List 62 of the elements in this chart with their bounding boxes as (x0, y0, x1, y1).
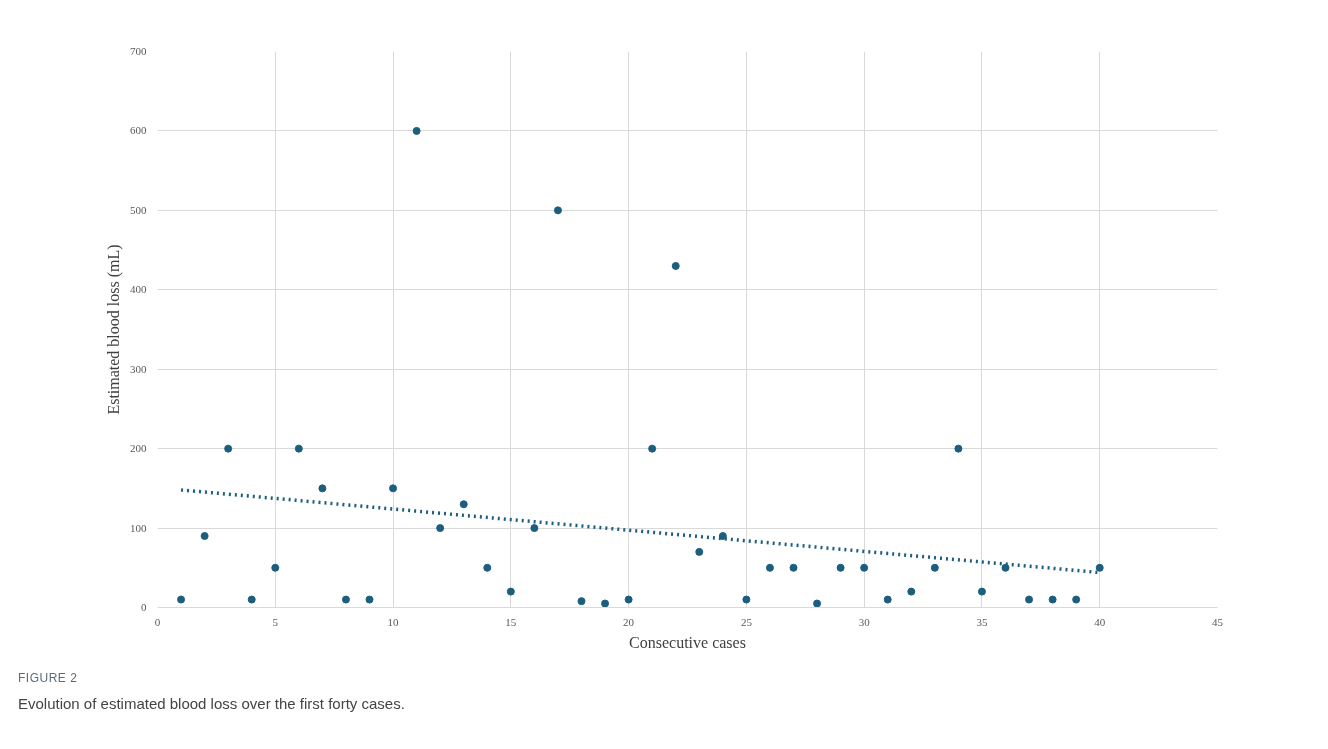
point (1072, 595, 1081, 604)
point (459, 500, 468, 509)
point (271, 563, 280, 572)
point (294, 444, 303, 453)
y-tick-label: 300 (130, 362, 147, 375)
point (695, 547, 704, 556)
y-tick-label: 500 (130, 203, 147, 216)
x-tick-label: 40 (1094, 615, 1106, 628)
point (412, 126, 421, 135)
point (577, 597, 586, 606)
x-tick-label: 30 (858, 615, 871, 628)
point (318, 484, 327, 493)
y-tick-label: 0 (141, 601, 147, 613)
x-axis-title: Consecutive cases (629, 633, 746, 651)
point (718, 532, 727, 541)
point (177, 595, 186, 604)
point (389, 484, 398, 493)
point (954, 444, 963, 453)
point (765, 563, 774, 572)
point (671, 261, 680, 270)
y-tick-label: 700 (130, 45, 147, 57)
point (930, 563, 939, 572)
point (789, 563, 798, 572)
point (200, 532, 209, 541)
point (907, 587, 916, 596)
y-tick-label: 600 (130, 124, 147, 137)
point (883, 595, 892, 604)
point (483, 563, 492, 572)
point (1001, 563, 1010, 572)
x-tick-label: 20 (623, 615, 635, 628)
x-tick-label: 0 (154, 615, 161, 628)
point (224, 444, 233, 453)
text: Evolution of estimated blood loss over the first forty cases. (18, 694, 405, 715)
point (506, 587, 515, 596)
point (1025, 595, 1034, 604)
point (836, 563, 845, 572)
point (247, 595, 256, 604)
x-tick-label: 45 (1212, 615, 1224, 628)
point (742, 595, 751, 604)
point (341, 595, 350, 604)
point (1048, 595, 1057, 604)
point (436, 524, 445, 533)
x-tick-label: 25 (740, 615, 753, 628)
y-tick-label: 200 (130, 442, 147, 455)
point (1095, 563, 1104, 572)
point (601, 599, 610, 608)
x-tick-label: 10 (387, 615, 400, 628)
y-tick-label: 400 (130, 283, 147, 296)
point (624, 595, 633, 604)
point (365, 595, 374, 604)
point (977, 587, 986, 596)
caption: FIGURE 2 (18, 670, 79, 687)
point (813, 599, 822, 608)
x-tick-label: 35 (976, 615, 988, 628)
y-tick-label: 100 (130, 521, 147, 534)
point (530, 524, 539, 533)
point (553, 206, 562, 215)
point (860, 563, 869, 572)
x-tick-label: 15 (505, 615, 517, 628)
point (648, 444, 657, 453)
x-tick-label: 5 (272, 615, 279, 628)
y-axis-title: Estimated blood loss (mL) (105, 244, 123, 415)
